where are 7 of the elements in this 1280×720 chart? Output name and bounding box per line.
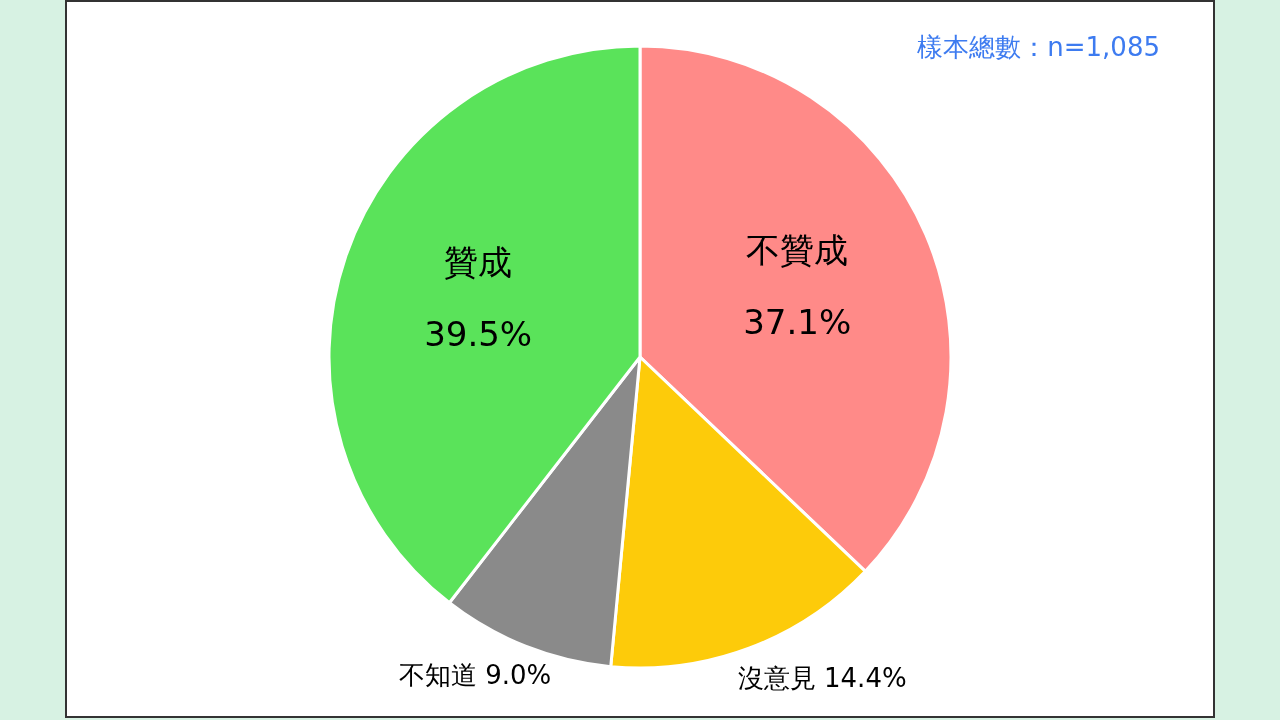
slice-label: 不贊成: [746, 229, 849, 270]
data-label: 39.5%: [424, 313, 533, 354]
data-label: 37.1%: [743, 301, 852, 342]
text: 樣本總數：n=1,085: [917, 32, 1160, 62]
slice-label: 沒意見 14.4%: [737, 662, 907, 693]
slice-label: 贊成: [444, 241, 513, 282]
slice-label: 不知道 9.0%: [398, 660, 552, 691]
